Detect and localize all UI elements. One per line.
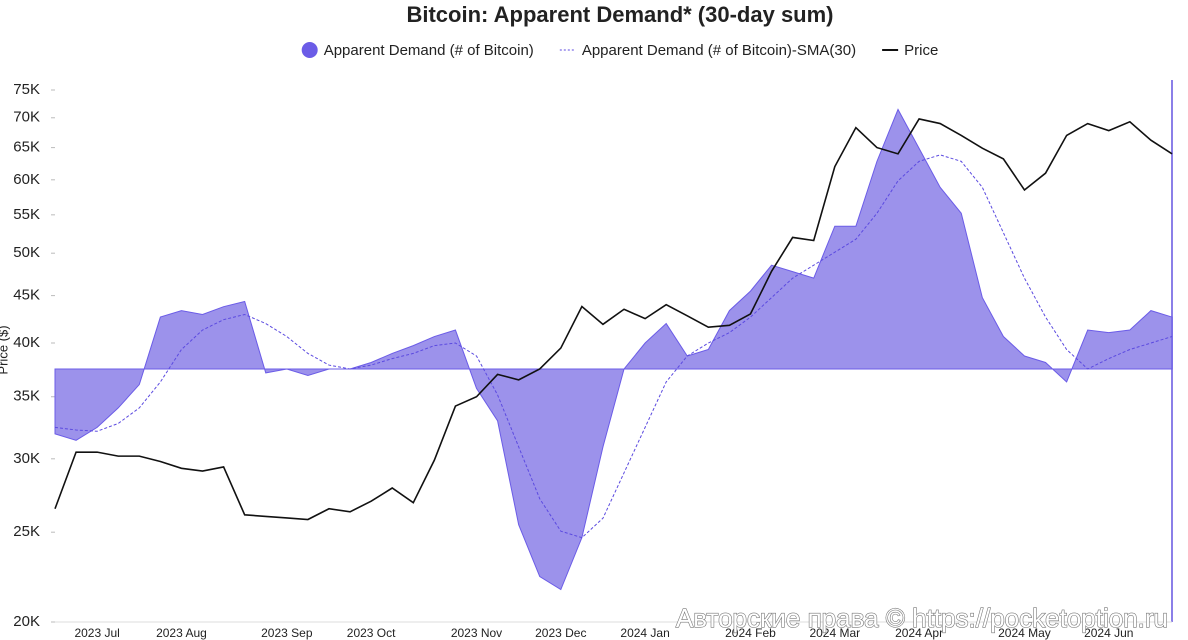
y-tick-label: 30K [13,450,40,467]
y-tick-label: 50K [13,244,40,261]
watermark: Авторские права © https://pocketoption.r… [676,603,1168,633]
y-tick-label: 70K [13,109,40,126]
legend-label: Price [904,42,938,59]
x-tick-label: 2024 Mar [809,626,860,640]
y-axis-label: Price ($) [0,325,10,374]
legend: Apparent Demand (# of Bitcoin) Apparent D… [301,42,938,59]
x-tick-label: 2023 Nov [451,626,502,640]
x-tick-label: 2023 Sep [261,626,313,640]
y-tick-label: 75K [13,81,40,98]
y-tick-label: 40K [13,334,40,351]
y-tick-label: 25K [13,523,40,540]
y-tick-label: 65K [13,139,40,156]
y-tick-label: 35K [13,388,40,405]
x-tick-label: 2024 May [998,626,1051,640]
legend-swatch [301,42,318,58]
y-tick-label: 55K [13,206,40,223]
y-tick-label: 20K [13,613,40,630]
x-tick-label: 2023 Dec [535,626,586,640]
x-tick-label: 2023 Jul [74,626,119,640]
x-tick-label: 2024 Feb [725,626,776,640]
x-tick-label: 2024 Jan [620,626,669,640]
y-tick-label: 60K [13,171,40,188]
x-tick-label: 2024 Apr [895,626,943,640]
x-tick-label: 2024 Jun [1084,626,1133,640]
legend-label: Apparent Demand (# of Bitcoin) [324,42,534,59]
demand-area [54,108,1173,591]
price-line [54,118,1173,521]
x-tick-label: 2023 Oct [347,626,396,640]
y-tick-label: 45K [13,287,40,304]
sma-line [54,154,1173,539]
chart-title: Bitcoin: Apparent Demand* (30-day sum) [406,2,833,27]
x-tick-label: 2023 Aug [156,626,207,640]
legend-label: Apparent Demand (# of Bitcoin)-SMA(30) [582,42,856,59]
